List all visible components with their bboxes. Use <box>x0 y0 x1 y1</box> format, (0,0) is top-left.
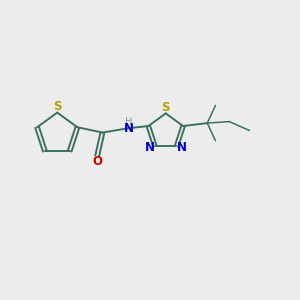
Text: N: N <box>145 141 155 154</box>
Text: N: N <box>124 122 134 135</box>
Text: O: O <box>92 155 102 168</box>
Text: H: H <box>125 117 133 127</box>
Text: N: N <box>177 141 187 154</box>
Text: S: S <box>53 100 61 113</box>
Text: S: S <box>161 101 170 114</box>
